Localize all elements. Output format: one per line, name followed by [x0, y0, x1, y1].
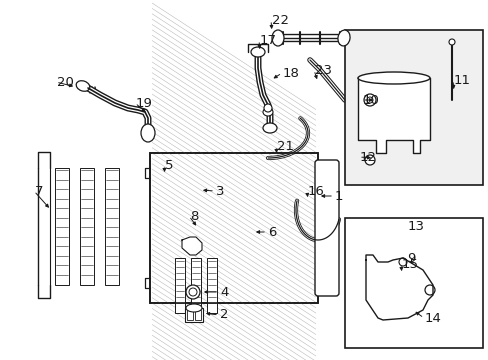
Polygon shape	[365, 255, 432, 320]
Bar	[186, 310, 193, 320]
Text: 12: 12	[359, 150, 376, 163]
Ellipse shape	[76, 81, 90, 91]
Text: 1: 1	[334, 189, 343, 202]
Text: 8: 8	[190, 210, 198, 222]
Text: 21: 21	[276, 140, 293, 153]
Text: 3: 3	[216, 185, 224, 198]
Text: 7: 7	[35, 185, 43, 198]
Text: 2: 2	[220, 309, 228, 321]
Bar	[345, 30, 482, 185]
Text: 22: 22	[271, 14, 288, 27]
Ellipse shape	[141, 124, 155, 142]
Text: 23: 23	[314, 63, 331, 77]
Circle shape	[185, 285, 200, 299]
Text: 17: 17	[260, 33, 276, 46]
Bar	[191, 258, 201, 313]
Text: 20: 20	[57, 76, 74, 89]
Circle shape	[363, 94, 375, 106]
Text: 4: 4	[220, 285, 228, 298]
Circle shape	[189, 288, 197, 296]
Bar	[206, 258, 217, 313]
Circle shape	[264, 104, 271, 112]
Text: 5: 5	[164, 158, 173, 171]
Circle shape	[424, 285, 434, 295]
Ellipse shape	[271, 30, 284, 46]
Text: 9: 9	[406, 252, 414, 265]
FancyBboxPatch shape	[314, 160, 338, 296]
Ellipse shape	[263, 123, 276, 133]
Bar	[345, 218, 482, 348]
Bar	[175, 258, 184, 313]
Ellipse shape	[185, 304, 202, 312]
Polygon shape	[357, 78, 429, 153]
Bar	[105, 168, 119, 285]
Text: 18: 18	[283, 67, 299, 80]
Bar	[80, 168, 94, 285]
Bar	[150, 153, 317, 303]
Polygon shape	[182, 237, 202, 255]
Bar	[150, 153, 317, 303]
Circle shape	[448, 39, 454, 45]
Ellipse shape	[357, 72, 429, 84]
Text: 19: 19	[136, 96, 153, 109]
Circle shape	[364, 155, 374, 165]
Bar	[195, 310, 201, 320]
Circle shape	[398, 258, 406, 266]
Circle shape	[366, 97, 372, 103]
Ellipse shape	[337, 30, 349, 46]
Text: 11: 11	[453, 73, 470, 86]
Bar	[55, 168, 69, 285]
Text: 10: 10	[362, 94, 379, 107]
Text: 6: 6	[267, 225, 276, 239]
Text: 13: 13	[407, 220, 424, 233]
Ellipse shape	[250, 47, 264, 57]
Text: 15: 15	[401, 257, 418, 270]
Bar	[184, 308, 203, 322]
Text: 16: 16	[307, 185, 324, 198]
Text: 14: 14	[424, 311, 441, 324]
Ellipse shape	[263, 108, 272, 116]
